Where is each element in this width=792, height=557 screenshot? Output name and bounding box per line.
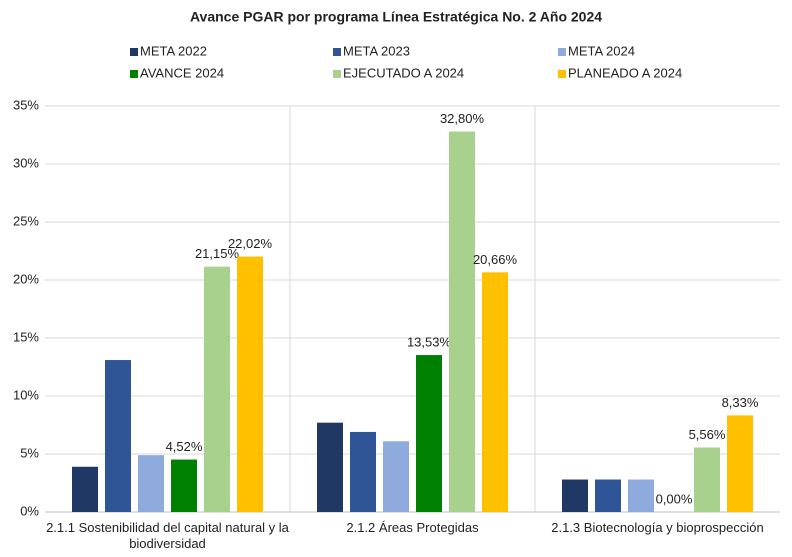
y-tick-label: 25%	[13, 213, 39, 228]
data-label: 5,56%	[689, 427, 726, 442]
y-tick-label: 5%	[20, 445, 39, 460]
legend-swatch	[558, 48, 566, 56]
chart-title: Avance PGAR por programa Línea Estratégi…	[190, 9, 602, 25]
bar	[383, 441, 409, 512]
bar	[449, 131, 475, 512]
legend-swatch	[130, 70, 138, 78]
data-label: 0,00%	[656, 491, 693, 506]
legend-swatch	[333, 48, 341, 56]
bar	[138, 455, 164, 512]
bar	[482, 272, 508, 512]
y-tick-label: 30%	[13, 155, 39, 170]
bar	[171, 459, 197, 512]
x-tick-label: 2.1.3 Biotecnología y bioprospección	[551, 520, 764, 535]
data-label: 22,02%	[228, 236, 273, 251]
data-label: 21,15%	[195, 246, 240, 261]
bar	[727, 415, 753, 512]
y-tick-label: 20%	[13, 271, 39, 286]
legend-label: PLANEADO A 2024	[568, 65, 682, 80]
bar	[628, 479, 654, 512]
data-label: 8,33%	[722, 395, 759, 410]
bar	[237, 256, 263, 512]
legend-label: META 2022	[140, 43, 207, 58]
legend-swatch	[558, 70, 566, 78]
legend-label: META 2024	[568, 43, 635, 58]
legend-swatch	[333, 70, 341, 78]
bar	[416, 355, 442, 512]
legend-swatch	[130, 48, 138, 56]
x-tick-label: 2.1.2 Áreas Protegidas	[346, 520, 479, 535]
data-label: 4,52%	[166, 439, 203, 454]
data-label: 20,66%	[473, 252, 518, 267]
bar	[72, 466, 98, 512]
data-label: 13,53%	[407, 334, 452, 349]
y-tick-label: 10%	[13, 387, 39, 402]
legend-label: AVANCE 2024	[140, 65, 224, 80]
bar	[105, 360, 131, 512]
legend-label: EJECUTADO A 2024	[343, 65, 464, 80]
legend-label: META 2023	[343, 43, 410, 58]
x-tick-label: 2.1.1 Sostenibilidad del capital natural…	[46, 520, 289, 551]
bar	[317, 422, 343, 512]
bar	[595, 479, 621, 512]
y-tick-label: 15%	[13, 329, 39, 344]
y-tick-label: 0%	[20, 503, 39, 518]
data-label: 32,80%	[440, 111, 485, 126]
y-tick-label: 35%	[13, 97, 39, 112]
bar	[562, 479, 588, 512]
bar	[694, 447, 720, 512]
bar	[350, 431, 376, 512]
bar	[204, 266, 230, 512]
